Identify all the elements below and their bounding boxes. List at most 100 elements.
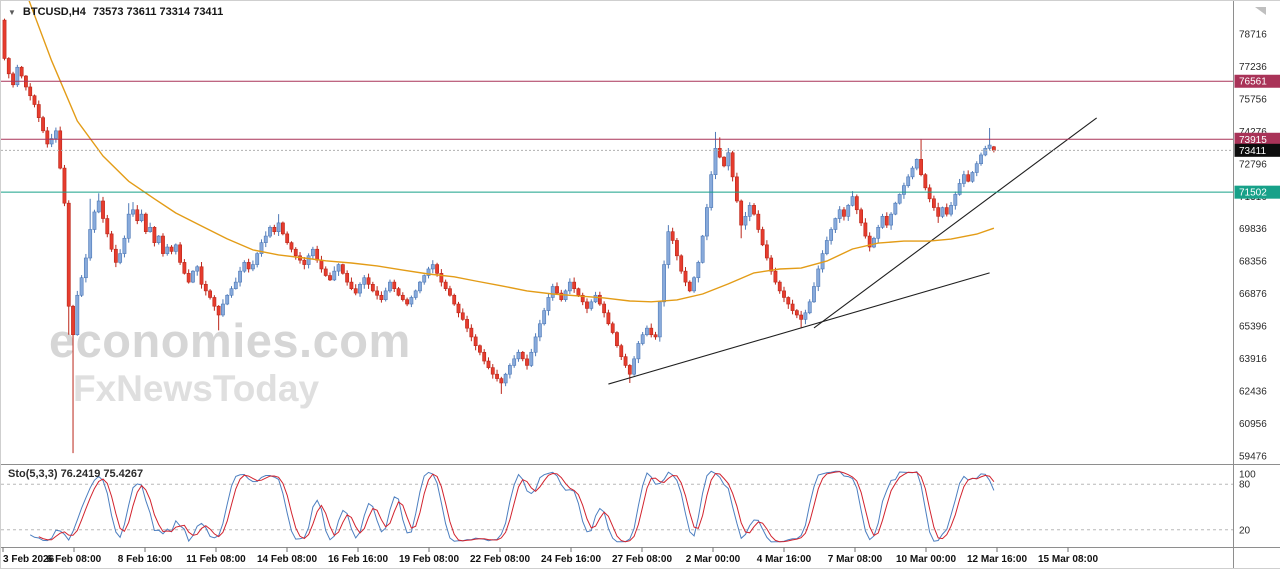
- candle-down: [782, 287, 785, 302]
- time-tick-label: 7 Mar 08:00: [828, 554, 883, 565]
- stochastic-lines: [30, 471, 994, 542]
- moving-average-line[interactable]: [22, 1, 994, 302]
- time-tick-label: 15 Mar 08:00: [1038, 554, 1098, 565]
- candle-up: [54, 128, 57, 143]
- price-tick-label: 65396: [1239, 322, 1267, 333]
- candle-up: [975, 161, 978, 176]
- candle-up: [658, 301, 661, 342]
- candle-up: [954, 191, 957, 209]
- ma-line-layer: [22, 1, 994, 302]
- candle-down: [555, 282, 558, 294]
- candle-down: [671, 228, 674, 244]
- candle-up: [808, 299, 811, 314]
- price-tag-73915[interactable]: 73915: [1235, 133, 1280, 146]
- time-tick-label: 14 Feb 08:00: [257, 554, 317, 565]
- candle-down: [628, 364, 631, 383]
- levels-layer: [1, 81, 1233, 192]
- candle-up: [513, 355, 516, 368]
- candle-up: [264, 231, 267, 247]
- candle-up: [97, 193, 100, 213]
- candle-down: [444, 280, 447, 291]
- candle-up: [984, 146, 987, 156]
- candle-up: [979, 153, 982, 166]
- candle-down: [787, 296, 790, 309]
- candle-up: [260, 239, 263, 256]
- candle-down: [170, 245, 173, 254]
- candle-up: [221, 299, 224, 317]
- candle-up: [748, 202, 751, 221]
- candle-down: [757, 210, 760, 233]
- candle-up: [701, 235, 704, 264]
- candle-up: [962, 171, 965, 187]
- collapse-arrow-icon[interactable]: ▼: [8, 8, 16, 17]
- candle-down: [247, 259, 250, 273]
- candle-down: [41, 116, 44, 133]
- price-tag-76561[interactable]: 76561: [1235, 75, 1280, 88]
- candle-up: [877, 225, 880, 243]
- trendline[interactable]: [814, 118, 1097, 328]
- candle-down: [179, 242, 182, 265]
- candle-down: [731, 151, 734, 182]
- candle-down: [3, 19, 6, 61]
- candle-up: [834, 218, 837, 233]
- candle-down: [919, 140, 922, 177]
- candle-up: [166, 244, 169, 256]
- candle-down: [525, 355, 528, 370]
- candle-down: [46, 127, 49, 148]
- candle-down: [937, 203, 940, 223]
- candle-down: [474, 334, 477, 350]
- chart-shift-marker-icon[interactable]: [1255, 7, 1266, 15]
- candle-up: [662, 261, 665, 307]
- candle-up: [851, 191, 854, 206]
- candle-down: [183, 259, 186, 274]
- price-tick-label: 68356: [1239, 257, 1267, 268]
- candle-up: [238, 267, 241, 287]
- candle-down: [200, 262, 203, 289]
- time-tick-label: 12 Mar 16:00: [967, 554, 1027, 565]
- candle-down: [136, 205, 139, 224]
- candle-up: [838, 206, 841, 223]
- candle-up: [710, 171, 713, 210]
- candle-up: [889, 212, 892, 230]
- sto-scale-label: 80: [1239, 480, 1251, 491]
- candle-up: [881, 214, 884, 229]
- candle-up: [140, 210, 143, 223]
- candle-up: [234, 278, 237, 290]
- candle-up: [641, 332, 644, 345]
- candle-down: [928, 184, 931, 202]
- candle-down: [761, 227, 764, 246]
- candle-down: [654, 332, 657, 340]
- candle-up: [119, 249, 122, 264]
- candle-down: [11, 72, 14, 88]
- candle-down: [860, 208, 863, 226]
- indicator-label[interactable]: Sto(5,3,3) 76.2419 75.4267: [8, 468, 143, 480]
- candle-up: [333, 266, 336, 281]
- candle-down: [67, 200, 70, 334]
- candle-down: [290, 241, 293, 252]
- candle-down: [868, 232, 871, 251]
- candle-up: [384, 288, 387, 302]
- candle-up: [427, 267, 430, 279]
- price-tag-71502[interactable]: 71502: [1235, 186, 1280, 199]
- candle-down: [735, 173, 738, 203]
- candle-down: [495, 370, 498, 382]
- candle-up: [243, 260, 246, 272]
- price-axis[interactable]: 7871677236757567427672796713166983668356…: [1239, 30, 1267, 463]
- candle-down: [341, 264, 344, 275]
- candle-up: [307, 253, 310, 268]
- candle-down: [37, 101, 40, 123]
- candle-down: [945, 204, 948, 217]
- candle-down: [581, 293, 584, 305]
- candle-down: [303, 257, 306, 269]
- candle-down: [71, 305, 74, 453]
- candle-up: [196, 265, 199, 276]
- candle-up: [157, 235, 160, 244]
- candle-down: [350, 278, 353, 291]
- candle-down: [791, 300, 794, 315]
- candle-down: [106, 215, 109, 237]
- candle-down: [63, 165, 66, 206]
- candle-up: [907, 174, 910, 187]
